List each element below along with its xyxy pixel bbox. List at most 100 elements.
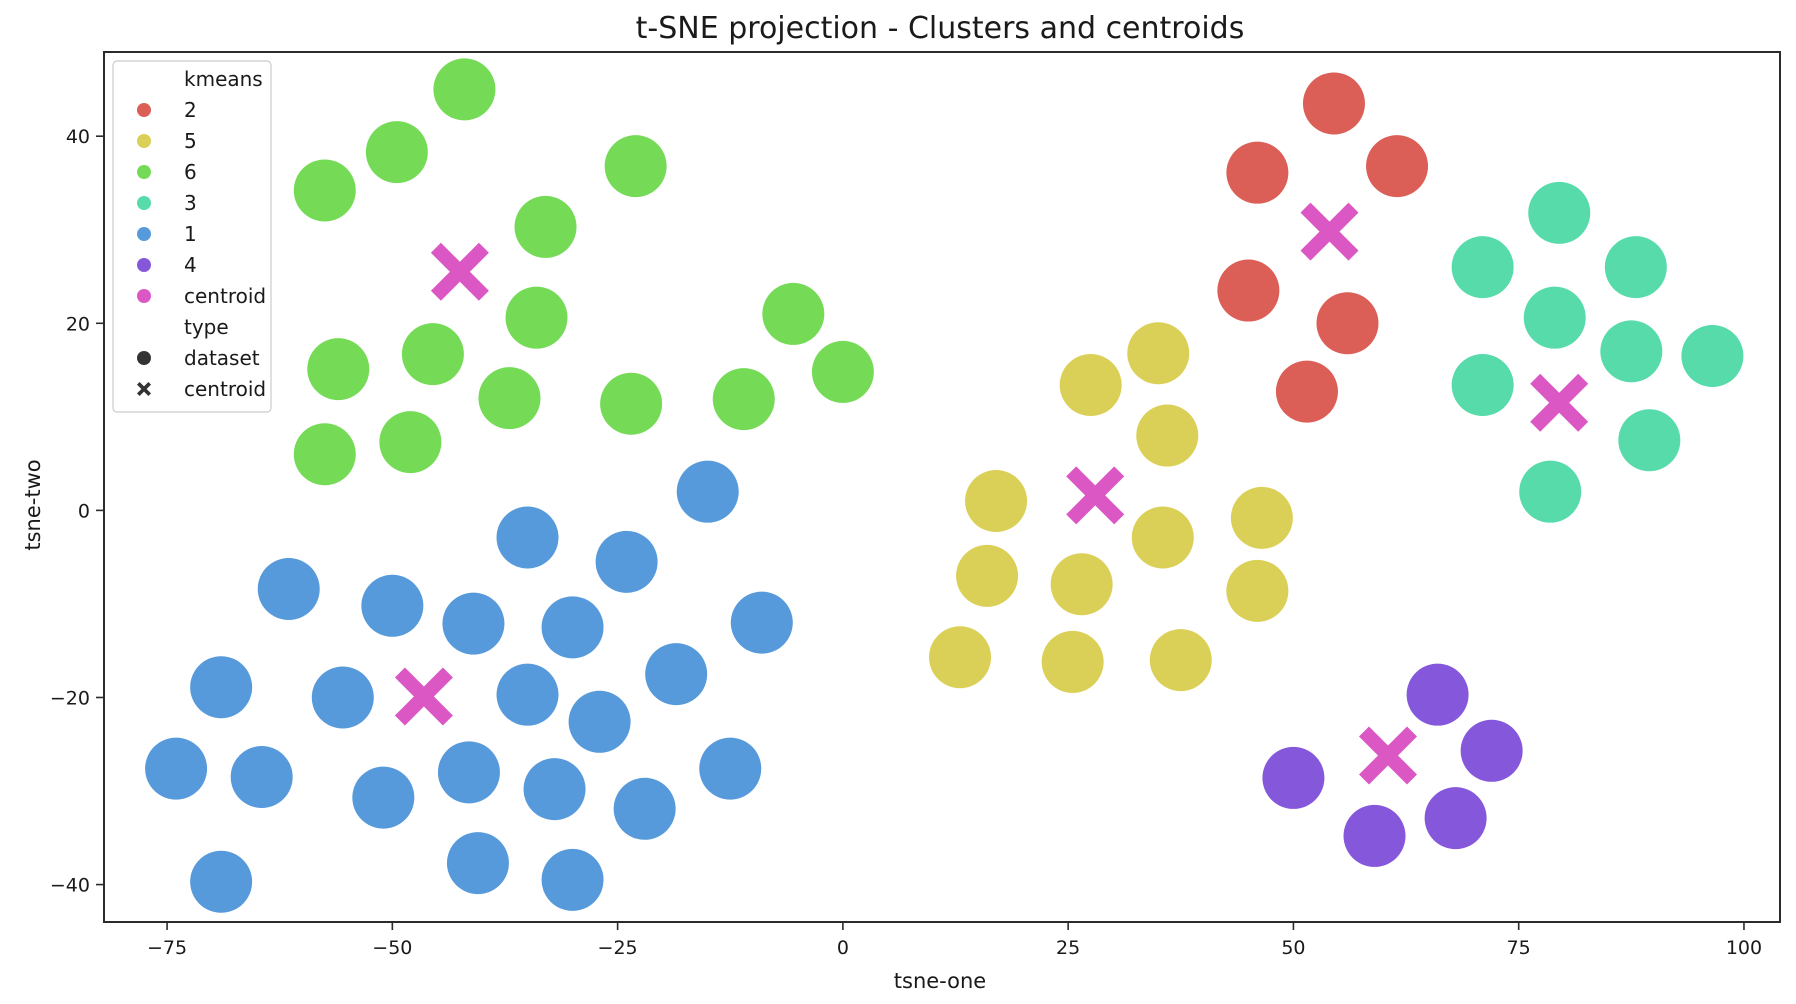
data-point-cluster-6	[478, 367, 541, 430]
data-point-cluster-1	[523, 758, 586, 821]
legend-marker	[137, 227, 151, 241]
data-point-cluster-1	[541, 848, 604, 911]
data-point-cluster-3	[1519, 460, 1582, 523]
data-point-cluster-1	[595, 530, 658, 593]
legend-title-hue: kmeans	[184, 67, 263, 91]
legend-title-style: type	[184, 315, 229, 339]
legend-marker	[137, 134, 151, 148]
data-point-cluster-4	[1262, 746, 1325, 809]
data-point-cluster-3	[1600, 320, 1663, 383]
data-point-cluster-1	[442, 592, 505, 655]
data-point-cluster-6	[762, 282, 825, 345]
data-point-cluster-5	[1136, 404, 1199, 467]
data-point-cluster-5	[1149, 629, 1212, 692]
data-point-cluster-1	[361, 574, 424, 637]
data-point-cluster-1	[645, 643, 708, 706]
data-point-cluster-5	[1127, 322, 1190, 385]
data-point-cluster-1	[496, 506, 559, 569]
legend-circle-marker	[137, 351, 151, 365]
legend-entry-label: dataset	[184, 346, 260, 370]
data-point-cluster-1	[496, 663, 559, 726]
data-point-cluster-4	[1343, 804, 1406, 867]
data-point-cluster-6	[433, 58, 496, 121]
y-tick-label: −20	[50, 687, 90, 709]
data-point-cluster-3	[1528, 181, 1591, 244]
data-point-cluster-1	[541, 596, 604, 659]
data-point-cluster-1	[145, 737, 208, 800]
data-point-cluster-6	[712, 368, 775, 431]
data-point-cluster-5	[929, 626, 992, 689]
x-tick-label: −50	[372, 937, 412, 959]
data-point-cluster-3	[1618, 409, 1681, 472]
data-point-cluster-5	[1131, 506, 1194, 569]
legend-marker	[137, 289, 151, 303]
data-point-cluster-1	[568, 690, 631, 753]
centroid-marker	[430, 242, 489, 301]
data-point-cluster-4	[1424, 787, 1487, 850]
data-point-cluster-1	[446, 832, 509, 895]
legend-entry-label: 1	[184, 222, 197, 246]
y-tick-label: 40	[66, 126, 90, 148]
data-point-cluster-1	[190, 850, 253, 913]
centroid-marker	[1300, 202, 1359, 261]
data-point-cluster-1	[730, 591, 793, 654]
data-point-cluster-2	[1302, 72, 1365, 135]
data-point-cluster-2	[1366, 135, 1429, 198]
data-point-cluster-1	[311, 666, 374, 729]
data-point-cluster-1	[352, 766, 415, 829]
data-point-cluster-3	[1451, 236, 1514, 299]
y-tick-label: 0	[78, 500, 90, 522]
centroid-marker	[394, 667, 453, 726]
data-point-cluster-1	[257, 557, 320, 620]
x-tick-label: −25	[598, 937, 638, 959]
legend-entry-label: centroid	[184, 377, 266, 401]
data-point-cluster-1	[699, 737, 762, 800]
data-point-cluster-5	[1041, 630, 1104, 693]
x-tick-label: 0	[837, 937, 849, 959]
legend-entry-label: centroid	[184, 284, 266, 308]
legend-box	[112, 60, 272, 413]
data-point-cluster-6	[600, 372, 663, 435]
x-tick-label: −75	[147, 937, 187, 959]
centroid-marker	[1359, 726, 1417, 785]
centroid-marker	[1530, 373, 1589, 432]
x-tick-label: 50	[1281, 937, 1305, 959]
data-point-cluster-6	[365, 121, 428, 184]
legend-marker	[137, 103, 151, 117]
data-point-cluster-6	[811, 340, 874, 403]
data-point-cluster-5	[965, 470, 1028, 533]
legend-entry-label: 2	[184, 98, 197, 122]
data-point-cluster-6	[379, 411, 442, 474]
chart-title: t-SNE projection - Clusters and centroid…	[636, 11, 1245, 46]
data-point-cluster-5	[1226, 559, 1289, 622]
data-point-cluster-5	[1050, 553, 1113, 616]
data-point-cluster-2	[1316, 292, 1379, 355]
data-point-cluster-1	[613, 777, 676, 840]
data-point-cluster-3	[1604, 236, 1667, 299]
data-point-cluster-6	[514, 195, 577, 258]
data-point-cluster-6	[307, 338, 370, 401]
y-tick-label: 20	[66, 313, 90, 335]
data-point-cluster-6	[604, 135, 667, 198]
data-point-cluster-1	[437, 741, 500, 804]
legend-entry-label: 5	[184, 129, 197, 153]
data-point-cluster-2	[1226, 141, 1289, 204]
data-point-cluster-6	[401, 323, 464, 386]
legend-x-marker	[137, 382, 151, 396]
data-point-cluster-3	[1451, 354, 1514, 417]
data-point-cluster-1	[230, 746, 293, 808]
data-point-cluster-4	[1460, 719, 1523, 782]
data-point-cluster-5	[1230, 486, 1293, 549]
axis-ticks: −75 −50 −25 0 25 50 75 100 −40 −20 0 20 40	[50, 126, 1762, 959]
legend-marker	[137, 196, 151, 210]
data-point-cluster-6	[505, 286, 568, 349]
legend-entry-label: 4	[184, 253, 197, 277]
legend: kmeans 2 5 6 3 1 4 centroid type dataset centroid	[112, 60, 272, 413]
data-point-cluster-3	[1681, 325, 1744, 388]
data-point-cluster-2	[1217, 259, 1280, 322]
data-point-cluster-1	[190, 656, 253, 719]
centroid-marker	[1066, 466, 1125, 525]
legend-marker	[137, 165, 151, 179]
x-tick-label: 25	[1056, 937, 1080, 959]
